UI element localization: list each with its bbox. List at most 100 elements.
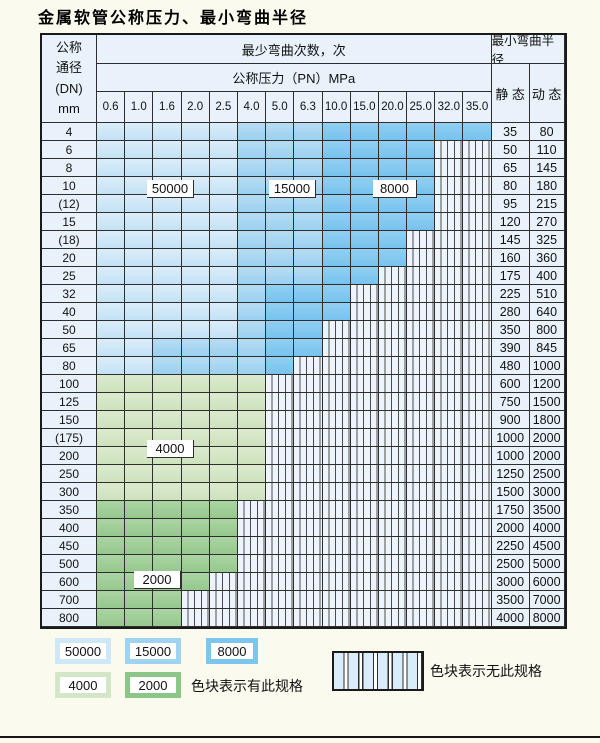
- spec-cell: [153, 483, 182, 501]
- spec-cell: [181, 159, 210, 177]
- dn-cell: 8: [42, 159, 97, 177]
- static-column-header: 静 态: [491, 64, 530, 123]
- spec-cell: [463, 357, 492, 375]
- spec-cell: [237, 447, 267, 465]
- spec-cell: [181, 393, 210, 411]
- spec-cell: [153, 339, 182, 357]
- spec-cell: [407, 159, 436, 177]
- spec-cell: [125, 357, 154, 375]
- dynamic-radius-cell: 800: [529, 321, 565, 339]
- spec-cell: [181, 411, 210, 429]
- spec-cell: [125, 483, 154, 501]
- spec-cell: [181, 141, 210, 159]
- spec-cell: [237, 555, 267, 573]
- spec-cell: [407, 393, 436, 411]
- dn-cell: 100: [42, 375, 97, 393]
- spec-cell: [97, 519, 126, 537]
- spec-cell: [181, 555, 210, 573]
- spec-cell: [463, 195, 492, 213]
- static-radius-cell: 80: [491, 177, 530, 195]
- spec-cell: [237, 249, 267, 267]
- spec-cell: [463, 231, 492, 249]
- dn-cell: 80: [42, 357, 97, 375]
- spec-cell: [378, 465, 408, 483]
- spec-cell: [350, 141, 379, 159]
- band-label-15000: 15000: [269, 180, 316, 198]
- dynamic-radius-cell: 7000: [529, 591, 565, 609]
- spec-cell: [153, 249, 182, 267]
- spec-cell: [378, 393, 408, 411]
- legend-no-spec-note: 色块表示无此规格: [430, 663, 542, 679]
- spec-cell: [463, 339, 492, 357]
- spec-cell: [125, 411, 154, 429]
- spec-cell: [153, 357, 182, 375]
- spec-cell: [237, 213, 267, 231]
- spec-cell: [350, 483, 379, 501]
- spec-cell: [378, 609, 408, 627]
- dn-cell: 500: [42, 555, 97, 573]
- spec-cell: [266, 465, 295, 483]
- spec-cell: [153, 465, 182, 483]
- dn-cell: 6: [42, 141, 97, 159]
- spec-cell: [294, 303, 323, 321]
- legend-swatch-8000: 8000: [206, 638, 258, 664]
- spec-cell: [294, 339, 323, 357]
- pressure-tick: 1.0: [125, 92, 154, 123]
- spec-cell: [237, 195, 267, 213]
- spec-cell: [378, 429, 408, 447]
- spec-cell: [294, 483, 323, 501]
- spec-cell: [350, 411, 379, 429]
- spec-cell: [153, 195, 182, 213]
- spec-cell: [266, 537, 295, 555]
- dynamic-radius-cell: 2000: [529, 429, 565, 447]
- spec-cell: [322, 249, 351, 267]
- spec-cell: [266, 357, 295, 375]
- dn-cell: 40: [42, 303, 97, 321]
- spec-cell: [209, 249, 238, 267]
- spec-cell: [125, 375, 154, 393]
- spec-cell: [181, 609, 210, 627]
- spec-cell: [266, 267, 295, 285]
- spec-cell: [407, 141, 436, 159]
- spec-cell: [125, 123, 154, 141]
- spec-cell: [97, 555, 126, 573]
- spec-cell: [209, 141, 238, 159]
- spec-cell: [435, 465, 464, 483]
- spec-cell: [322, 195, 351, 213]
- spec-cell: [350, 159, 379, 177]
- spec-cell: [237, 501, 267, 519]
- dynamic-column-header: 动 态: [529, 64, 565, 123]
- spec-cell: [407, 411, 436, 429]
- spec-cell: [378, 537, 408, 555]
- spec-cell: [294, 411, 323, 429]
- spec-cell: [97, 573, 126, 591]
- dn-cell: 600: [42, 573, 97, 591]
- spec-cell: [153, 537, 182, 555]
- spec-cell: [209, 609, 238, 627]
- spec-cell: [322, 537, 351, 555]
- spec-cell: [407, 429, 436, 447]
- dn-cell: 65: [42, 339, 97, 357]
- dn-column-header: 公称 通径 (DN) mm: [42, 35, 97, 123]
- dn-cell: 10: [42, 177, 97, 195]
- spec-cell: [266, 285, 295, 303]
- spec-cell: [463, 375, 492, 393]
- static-radius-cell: 1000: [491, 429, 530, 447]
- spec-cell: [294, 357, 323, 375]
- spec-cell: [237, 141, 267, 159]
- spec-cell: [97, 483, 126, 501]
- spec-cell: [322, 141, 351, 159]
- pressure-tick: 4.0: [237, 92, 267, 123]
- spec-cell: [435, 285, 464, 303]
- spec-cell: [435, 249, 464, 267]
- spec-cell: [266, 303, 295, 321]
- spec-cell: [237, 267, 267, 285]
- pressure-tick: 0.6: [97, 92, 126, 123]
- spec-cell: [350, 465, 379, 483]
- static-radius-cell: 50: [491, 141, 530, 159]
- spec-cell: [125, 609, 154, 627]
- spec-cell: [209, 411, 238, 429]
- dynamic-radius-cell: 270: [529, 213, 565, 231]
- spec-cell: [435, 609, 464, 627]
- spec-cell: [153, 159, 182, 177]
